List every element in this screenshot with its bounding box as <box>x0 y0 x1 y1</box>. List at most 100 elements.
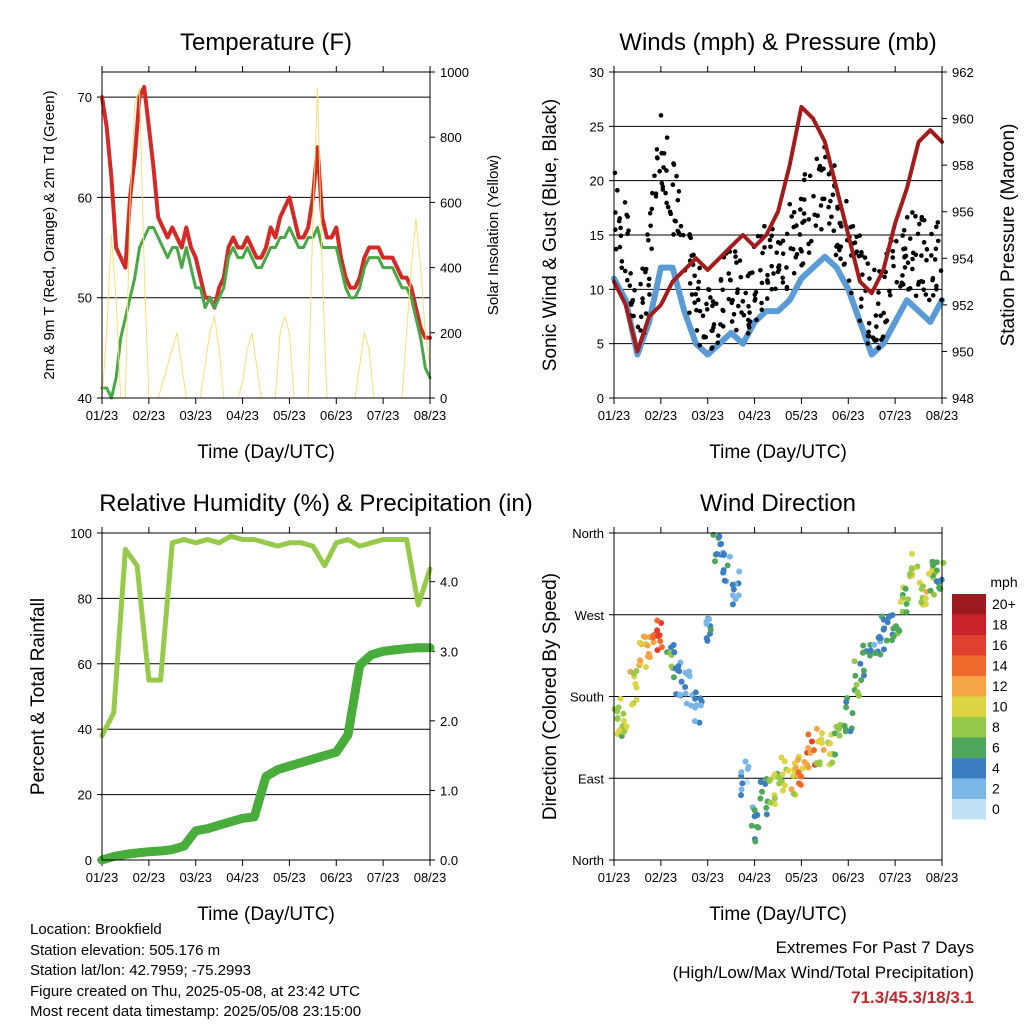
direction-point <box>744 779 751 786</box>
direction-point <box>818 739 825 746</box>
winds-xtick-label: 02/23 <box>645 408 678 423</box>
direction-point <box>925 570 932 577</box>
humidity-ytick-label: 40 <box>78 722 92 737</box>
direction-point <box>860 649 867 656</box>
gust-point <box>881 310 887 316</box>
gust-point <box>659 150 664 156</box>
direction-point <box>875 634 882 641</box>
gust-point <box>813 223 819 228</box>
gust-point <box>704 307 710 312</box>
gust-point <box>671 162 677 167</box>
winds-panel <box>609 66 947 404</box>
gust-point <box>638 281 643 287</box>
direction-point <box>720 569 727 576</box>
gust-point <box>710 303 715 309</box>
gust-point <box>900 233 905 238</box>
gust-point <box>649 206 655 212</box>
gust-point <box>858 304 864 309</box>
gust-point <box>700 313 706 319</box>
gust-point <box>907 286 913 291</box>
gust-point <box>901 246 906 252</box>
gust-point <box>635 324 641 330</box>
gust-point <box>632 288 637 293</box>
temperature-xtick-label: 07/23 <box>367 408 400 423</box>
gust-point <box>758 267 763 273</box>
gust-point <box>622 268 628 274</box>
direction-point <box>657 638 664 645</box>
direction-point <box>933 559 940 566</box>
direction-point <box>902 585 909 592</box>
legend-swatch <box>952 635 986 656</box>
temperature-ytick-right-label: 600 <box>440 195 462 210</box>
winds-xtick-label: 01/23 <box>598 408 631 423</box>
direction-point <box>718 540 725 547</box>
gust-point <box>689 292 695 297</box>
direction-point <box>883 637 890 644</box>
gust-point <box>678 223 684 229</box>
direction-point <box>779 787 786 794</box>
direction-point <box>763 804 770 811</box>
gust-point <box>921 217 927 223</box>
direction-point <box>766 777 773 784</box>
temperature-series-0 <box>100 85 432 340</box>
humidity-title: Relative Humidity (%) & Precipitation (i… <box>99 490 532 517</box>
temperature-series-1 <box>100 226 432 400</box>
gust-point <box>657 168 662 174</box>
direction-point <box>788 786 795 793</box>
direction-point <box>781 758 788 765</box>
direction-point <box>858 677 865 684</box>
direction-point <box>829 759 836 766</box>
legend-swatch <box>952 717 986 738</box>
gust-point <box>873 313 879 318</box>
legend-label: 4 <box>992 760 1000 776</box>
humidity-xlabel: Time (Day/UTC) <box>197 904 335 925</box>
gust-point <box>746 304 751 309</box>
gust-point <box>734 327 739 333</box>
direction-point <box>763 811 770 818</box>
gust-point <box>815 213 820 219</box>
direction-point <box>853 681 860 688</box>
direction-point <box>781 782 788 789</box>
direction-point <box>644 642 651 649</box>
direction-point <box>703 618 710 625</box>
direction-point <box>620 710 627 717</box>
gust-point <box>743 290 749 296</box>
direction-ytick-label: South <box>570 690 604 705</box>
direction-point <box>835 725 842 732</box>
gust-point <box>820 196 825 202</box>
gust-point <box>890 255 896 260</box>
gust-point <box>862 255 868 260</box>
direction-point <box>748 822 755 829</box>
gust-point <box>759 307 765 313</box>
direction-point <box>752 838 759 845</box>
gust-point <box>675 197 681 203</box>
gust-point <box>831 228 837 234</box>
direction-point <box>836 732 843 739</box>
direction-point <box>847 728 854 735</box>
gust-point <box>865 341 871 346</box>
direction-point <box>670 674 677 681</box>
gust-point <box>794 251 800 257</box>
direction-point <box>668 644 675 651</box>
gust-point <box>694 328 700 333</box>
gust-point <box>807 173 813 179</box>
direction-ytick-label: East <box>578 771 604 786</box>
gust-point <box>799 262 804 268</box>
temperature-ytick-right-label: 400 <box>440 261 462 276</box>
direction-point <box>654 627 661 634</box>
humidity-ytick-label: 80 <box>78 591 92 606</box>
direction-point <box>729 601 736 608</box>
gust-point <box>828 198 833 204</box>
legend-label: 14 <box>992 658 1008 674</box>
direction-point <box>936 584 943 591</box>
temperature-ytick-label: 40 <box>78 391 92 406</box>
humidity-xtick-label: 03/23 <box>179 870 212 885</box>
winds-xtick-label: 03/23 <box>691 408 724 423</box>
direction-point <box>655 632 662 639</box>
gust-point <box>667 209 673 215</box>
direction-point <box>675 663 682 670</box>
winds-xtick-label: 05/23 <box>785 408 818 423</box>
direction-xtick-label: 03/23 <box>691 870 724 885</box>
direction-point <box>703 635 710 642</box>
gust-point <box>728 277 733 283</box>
